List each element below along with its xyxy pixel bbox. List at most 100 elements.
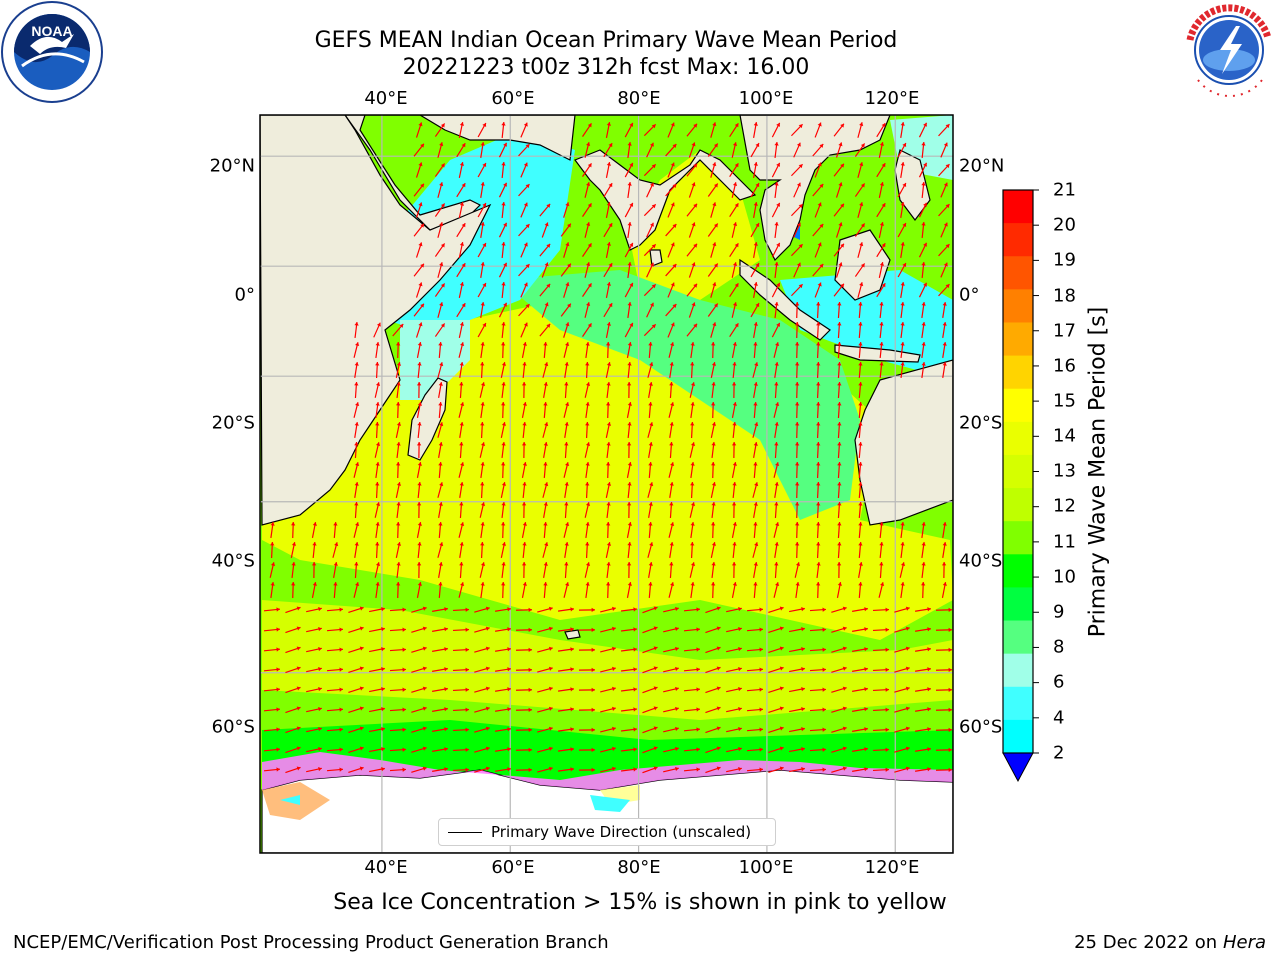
wave-direction-arrow bbox=[878, 222, 885, 238]
land-kerguelen bbox=[564, 629, 581, 640]
wave-direction-arrow bbox=[263, 607, 281, 612]
wave-direction-arrow bbox=[710, 282, 717, 298]
wave-direction-arrow bbox=[543, 401, 548, 419]
wave-direction-arrow bbox=[858, 401, 863, 419]
wave-direction-arrow bbox=[417, 541, 422, 559]
wave-direction-arrow bbox=[520, 162, 528, 178]
wave-direction-arrow bbox=[539, 203, 551, 217]
wave-direction-arrow bbox=[480, 401, 485, 419]
wave-direction-arrow bbox=[667, 322, 675, 338]
wave-direction-arrow bbox=[668, 522, 675, 538]
left-tick-20n: 20°N bbox=[209, 155, 255, 177]
wave-direction-arrow bbox=[731, 582, 737, 598]
wave-direction-arrow bbox=[833, 163, 845, 177]
wave-direction-arrow bbox=[480, 142, 485, 158]
wave-direction-arrow bbox=[374, 382, 381, 398]
footer-branch: NCEP/EMC/Verification Post Processing Pr… bbox=[13, 932, 609, 953]
wave-direction-arrow bbox=[416, 402, 422, 418]
wave-direction-arrow bbox=[773, 522, 780, 538]
wave-direction-arrow bbox=[416, 342, 422, 358]
wave-direction-arrow bbox=[894, 766, 910, 773]
wave-direction-arrow bbox=[348, 726, 364, 734]
wave-direction-arrow bbox=[837, 401, 842, 419]
wave-direction-arrow bbox=[753, 242, 758, 258]
wave-direction-arrow bbox=[711, 521, 716, 539]
wave-direction-arrow bbox=[726, 626, 742, 633]
wave-direction-arrow bbox=[753, 581, 758, 599]
wave-direction-arrow bbox=[624, 242, 634, 258]
wave-direction-arrow bbox=[437, 302, 444, 318]
wave-direction-arrow bbox=[620, 727, 638, 732]
wave-direction-arrow bbox=[582, 243, 592, 257]
wave-direction-arrow bbox=[791, 243, 803, 257]
wave-direction-arrow bbox=[879, 341, 884, 359]
wave-direction-arrow bbox=[940, 182, 948, 198]
wave-direction-arrow bbox=[311, 582, 317, 598]
wave-direction-arrow bbox=[816, 421, 821, 439]
colorbar-tick-16: 16 bbox=[1053, 355, 1076, 377]
wave-direction-arrow bbox=[557, 767, 575, 772]
wave-direction-arrow bbox=[835, 222, 843, 238]
wave-direction-arrow bbox=[726, 766, 742, 773]
wave-direction-arrow bbox=[626, 561, 632, 579]
wave-direction-arrow bbox=[437, 262, 444, 278]
colorbar-tick-20: 20 bbox=[1053, 214, 1076, 236]
wave-direction-arrow bbox=[605, 202, 611, 218]
wave-direction-arrow bbox=[411, 626, 427, 633]
wave-direction-arrow bbox=[668, 582, 675, 598]
wave-direction-arrow bbox=[872, 747, 890, 752]
wave-direction-arrow bbox=[643, 163, 657, 177]
wave-direction-arrow bbox=[878, 262, 885, 278]
wave-direction-arrow bbox=[600, 606, 616, 613]
bottom-tick-60e: 60°E bbox=[491, 857, 535, 878]
wave-direction-arrow bbox=[458, 322, 465, 338]
wave-direction-arrow bbox=[606, 401, 611, 419]
colorbar-tick-4: 4 bbox=[1053, 707, 1065, 729]
wave-direction-arrow bbox=[942, 302, 947, 318]
wave-direction-arrow bbox=[752, 362, 759, 378]
wave-direction-arrow bbox=[915, 627, 931, 632]
wave-direction-arrow bbox=[872, 647, 890, 652]
wave-direction-arrow bbox=[642, 746, 658, 754]
wave-direction-arrow bbox=[900, 301, 905, 319]
wave-direction-arrow bbox=[789, 627, 805, 633]
wave-direction-arrow bbox=[683, 647, 701, 652]
wave-direction-arrow bbox=[857, 242, 864, 258]
wave-direction-arrow bbox=[894, 726, 910, 733]
wave-direction-arrow bbox=[539, 283, 551, 297]
wave-direction-arrow bbox=[354, 441, 359, 459]
wave-direction-arrow bbox=[437, 182, 444, 198]
wave-direction-arrow bbox=[915, 767, 931, 772]
wave-direction-arrow bbox=[600, 646, 616, 653]
wave-direction-arrow bbox=[415, 202, 423, 218]
wave-direction-arrow bbox=[731, 222, 738, 238]
wave-direction-arrow bbox=[707, 143, 719, 157]
wave-direction-arrow bbox=[432, 727, 448, 732]
wave-direction-arrow bbox=[582, 123, 592, 137]
wave-direction-arrow bbox=[705, 666, 721, 674]
wave-direction-arrow bbox=[600, 726, 616, 733]
wave-direction-arrow bbox=[897, 182, 907, 198]
wave-direction-arrow bbox=[876, 162, 886, 178]
wave-direction-arrow bbox=[515, 627, 533, 632]
wave-direction-arrow bbox=[690, 541, 695, 559]
wave-direction-arrow bbox=[773, 462, 780, 478]
wave-direction-arrow bbox=[432, 627, 448, 632]
wave-direction-arrow bbox=[474, 606, 490, 613]
wave-direction-arrow bbox=[663, 626, 679, 633]
wave-direction-arrow bbox=[584, 262, 591, 278]
bottom-tick-120e: 120°E bbox=[864, 857, 920, 878]
wave-direction-arrow bbox=[900, 162, 905, 178]
wave-direction-arrow bbox=[543, 562, 548, 578]
wave-direction-arrow bbox=[837, 501, 842, 519]
wave-direction-arrow bbox=[669, 542, 674, 558]
wave-direction-arrow bbox=[480, 361, 485, 379]
wave-direction-arrow bbox=[515, 747, 533, 752]
wave-direction-arrow bbox=[683, 607, 701, 612]
wave-direction-arrow bbox=[688, 262, 696, 278]
colorbar-tick-17: 17 bbox=[1053, 320, 1076, 342]
wave-direction-arrow bbox=[768, 666, 784, 674]
wave-direction-arrow bbox=[774, 441, 779, 459]
wave-direction-arrow bbox=[750, 142, 760, 158]
wave-direction-arrow bbox=[918, 162, 928, 178]
